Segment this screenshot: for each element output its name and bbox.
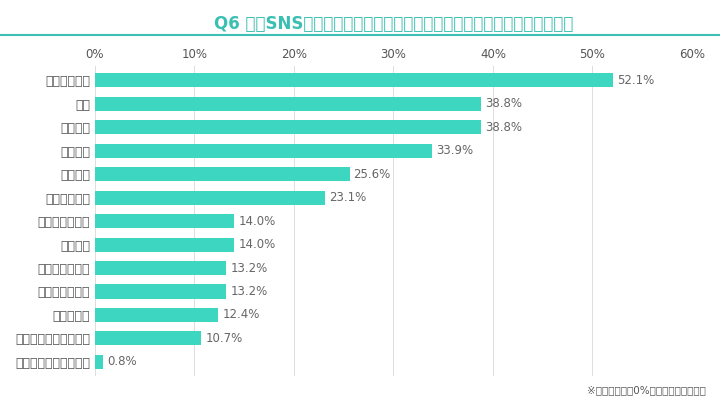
Bar xyxy=(95,261,226,275)
Bar xyxy=(95,191,325,205)
Text: 33.9%: 33.9% xyxy=(436,144,473,157)
Text: 23.1%: 23.1% xyxy=(329,191,366,204)
Text: 38.8%: 38.8% xyxy=(485,98,522,110)
Bar xyxy=(95,73,613,87)
Text: 0.8%: 0.8% xyxy=(107,355,136,368)
Bar xyxy=(95,331,202,345)
Text: 12.4%: 12.4% xyxy=(222,308,260,322)
Text: 52.1%: 52.1% xyxy=(617,74,654,87)
Text: ※「その他」は0%の回答となりました: ※「その他」は0%の回答となりました xyxy=(587,385,706,395)
Text: 14.0%: 14.0% xyxy=(238,238,276,251)
Text: 14.0%: 14.0% xyxy=(238,215,276,228)
Text: 38.8%: 38.8% xyxy=(485,121,522,134)
Bar xyxy=(95,120,481,134)
Bar xyxy=(95,167,350,181)
Text: 13.2%: 13.2% xyxy=(230,262,267,274)
Text: 25.6%: 25.6% xyxy=(354,168,391,181)
Bar xyxy=(95,285,226,299)
Bar xyxy=(95,355,103,369)
Bar xyxy=(95,97,481,111)
Bar xyxy=(95,214,234,228)
Text: 10.7%: 10.7% xyxy=(205,332,243,345)
Bar xyxy=(95,237,234,251)
Bar xyxy=(95,144,432,158)
Bar xyxy=(95,308,218,322)
Title: Q6 今後SNSマーケティングで活用を検討しているのはどの分野ですか？: Q6 今後SNSマーケティングで活用を検討しているのはどの分野ですか？ xyxy=(214,15,573,33)
Text: 13.2%: 13.2% xyxy=(230,285,267,298)
